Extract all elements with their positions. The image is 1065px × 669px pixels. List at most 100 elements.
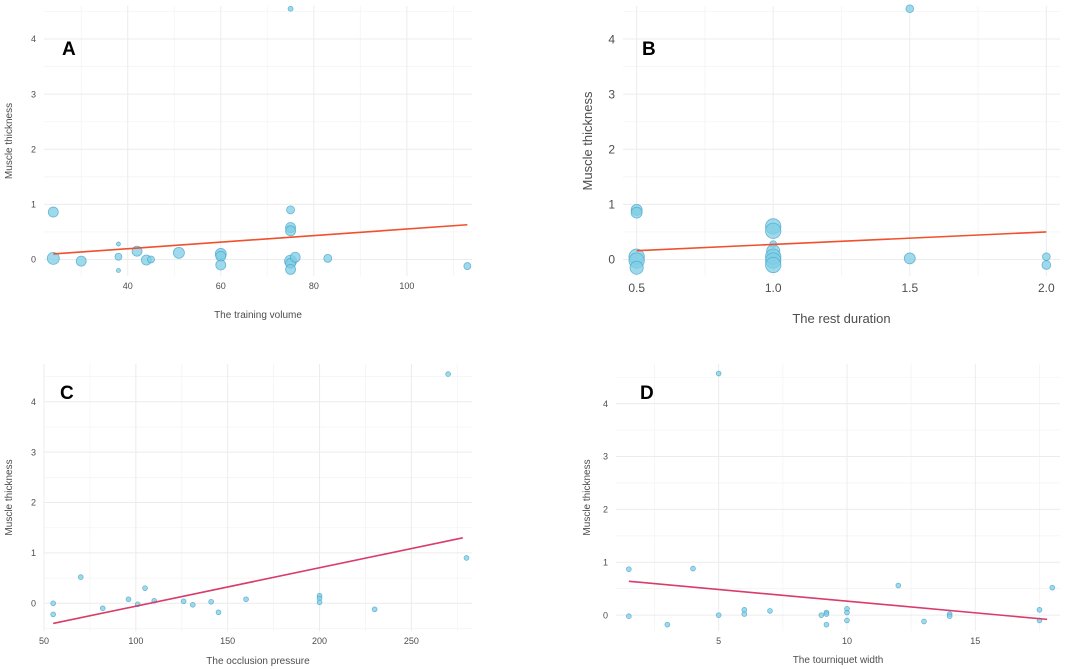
y-tick-label: 2 <box>608 142 615 156</box>
data-point <box>626 613 632 619</box>
chart-b: 0.5 1.0 1.5 2.0 0 1 2 3 4 The rest duration Muscle… <box>580 4 1060 326</box>
data-point <box>626 566 632 572</box>
chart-d: 5 10 15 0 1 2 3 4 The tourniquet width Muscle thi… <box>582 364 1060 666</box>
data-point <box>905 4 915 14</box>
trend-line <box>53 537 463 625</box>
y-tick-label: 1 <box>31 200 36 210</box>
data-point <box>463 262 472 270</box>
chart-a: 40 60 80 100 0 1 2 3 4 The training volume Muscle … <box>4 5 472 321</box>
y-tick-label: 1 <box>603 557 608 567</box>
x-axis-title: The training volume <box>214 310 302 321</box>
data-point <box>630 206 643 219</box>
data-point <box>50 600 56 607</box>
y-axis-title: Muscle thickness <box>4 459 15 535</box>
trend-line <box>636 231 1047 252</box>
data-point <box>844 609 850 616</box>
data-point <box>463 555 470 561</box>
y-tick-label: 2 <box>31 144 36 154</box>
y-tick-label: 4 <box>31 397 36 407</box>
data-point <box>173 246 185 259</box>
data-point <box>50 611 56 618</box>
x-tick-label: 150 <box>220 636 235 646</box>
data-point <box>286 205 295 215</box>
x-tick-label: 100 <box>128 636 143 646</box>
y-tick-label: 0 <box>31 598 36 608</box>
data-point <box>1042 252 1051 261</box>
data-point <box>903 252 916 265</box>
x-tick-label: 50 <box>39 636 49 646</box>
x-tick-label: 100 <box>399 281 414 291</box>
data-point <box>715 370 722 377</box>
data-point <box>189 602 196 608</box>
data-point <box>75 255 87 267</box>
y-tick-label: 1 <box>608 198 615 212</box>
x-tick-label: 40 <box>123 281 133 291</box>
x-tick-label: 2.0 <box>1038 281 1055 295</box>
data-point <box>818 612 825 618</box>
data-point <box>1036 607 1043 613</box>
y-tick-label: 3 <box>31 89 36 99</box>
panel-label-d: D <box>640 383 654 404</box>
y-tick-label: 2 <box>31 498 36 508</box>
y-tick-label: 4 <box>603 399 608 409</box>
data-point <box>823 621 830 628</box>
data-point <box>765 256 782 274</box>
data-point <box>1041 260 1052 270</box>
y-axis-title: Muscle thickness <box>582 459 593 535</box>
data-point <box>287 5 294 12</box>
panel-label-c: C <box>60 383 74 404</box>
data-point <box>116 241 121 247</box>
data-point <box>844 617 850 624</box>
data-point <box>946 613 953 619</box>
y-tick-label: 1 <box>31 548 36 558</box>
data-point <box>208 598 214 605</box>
data-point <box>77 574 84 580</box>
data-point <box>285 225 296 237</box>
x-tick-label: 10 <box>842 636 852 646</box>
trend-line <box>628 580 1048 621</box>
data-point <box>215 259 227 271</box>
y-tick-label: 3 <box>603 452 608 462</box>
y-tick-label: 0 <box>603 610 608 620</box>
x-tick-label: 15 <box>970 636 980 646</box>
data-point <box>823 611 830 617</box>
panel-d: 5 10 15 0 1 2 3 4 The tourniquet width Muscle thi… <box>578 358 1065 669</box>
data-point <box>46 251 60 265</box>
panel-a: 40 60 80 100 0 1 2 3 4 The training volume Muscle … <box>0 0 480 330</box>
data-point <box>715 612 722 618</box>
panel-b: 0.5 1.0 1.5 2.0 0 1 2 3 4 The rest duration Muscle… <box>578 0 1065 335</box>
panel-label-b: B <box>642 39 656 60</box>
data-point <box>690 565 696 572</box>
x-tick-label: 0.5 <box>628 281 645 295</box>
x-axis-title: The rest duration <box>792 311 890 326</box>
data-point <box>116 268 121 273</box>
data-point <box>629 260 644 275</box>
data-point <box>323 253 333 263</box>
x-tick-label: 200 <box>312 636 327 646</box>
data-point <box>921 618 927 625</box>
data-point <box>125 596 132 603</box>
data-point <box>114 252 123 261</box>
panel-c: 50 100 150 200 250 0 1 2 3 4 The occlusion pressur… <box>0 358 480 669</box>
x-axis-title: The tourniquet width <box>793 655 884 666</box>
x-axis-title: The occlusion pressure <box>206 656 310 667</box>
data-point <box>215 609 222 616</box>
data-point <box>767 608 773 614</box>
y-tick-label: 0 <box>608 253 615 267</box>
y-tick-label: 0 <box>31 255 36 265</box>
x-tick-label: 5 <box>716 636 721 646</box>
data-point <box>445 371 451 377</box>
trend-line <box>53 223 468 255</box>
data-point <box>741 611 748 617</box>
data-point <box>180 598 187 605</box>
data-point <box>289 251 301 263</box>
y-axis-title: Muscle thickness <box>4 103 15 179</box>
data-point <box>664 621 671 628</box>
data-point <box>243 596 249 603</box>
y-tick-label: 2 <box>603 505 608 515</box>
data-point <box>1049 584 1056 591</box>
data-point <box>147 255 155 264</box>
data-point <box>371 606 378 613</box>
x-tick-label: 1.5 <box>901 281 918 295</box>
y-tick-label: 3 <box>31 447 36 457</box>
